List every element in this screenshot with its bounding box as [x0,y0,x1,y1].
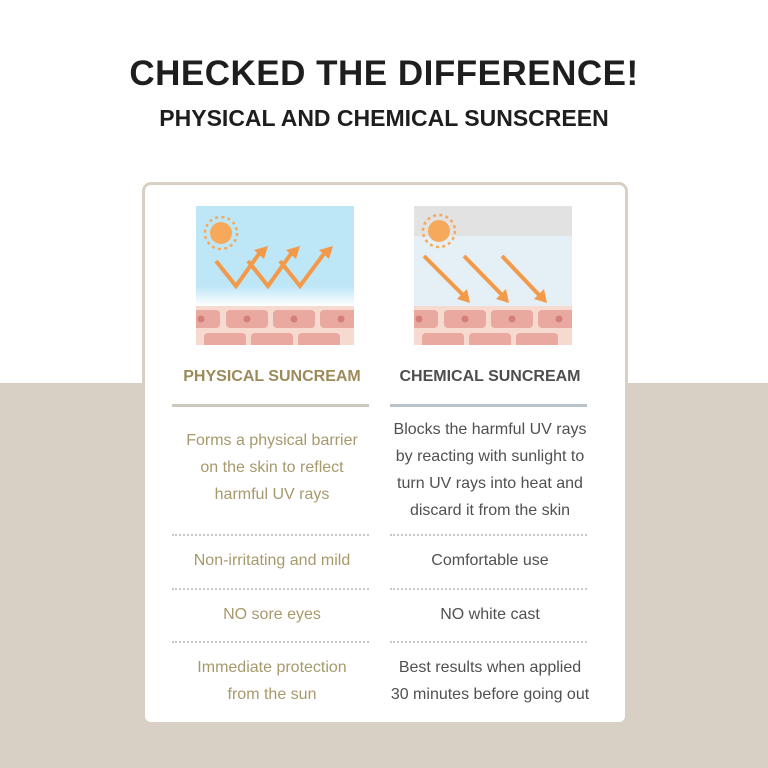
dotted-divider [172,588,369,590]
page-title: CHECKED THE DIFFERENCE! [129,54,639,93]
physical-row-2: NO sore eyes [223,606,321,623]
text-line: from the sun [227,686,317,703]
dotted-divider [390,641,587,643]
chemical-row-3: Best results when applied 30 minutes bef… [370,654,610,708]
page-subtitle: PHYSICAL AND CHEMICAL SUNSCREEN [159,105,609,131]
dotted-divider [390,588,587,590]
dotted-divider [390,534,587,536]
physical-description: Forms a physical barrier on the skin to … [162,427,382,508]
text-line: on the skin to reflect [200,459,344,476]
text-line: by reacting with sunlight to [395,448,585,465]
physical-row-1: Non-irritating and mild [193,552,351,569]
physical-row-3: Immediate protection from the sun [162,654,382,708]
text-line: harmful UV rays [214,486,330,503]
chemical-row-1: Comfortable use [431,552,549,569]
text-line: 30 minutes before going out [390,686,590,703]
physical-divider [172,404,369,407]
uv-reflect-icon [196,206,354,345]
chemical-row-2: NO white cast [440,606,540,623]
chemical-heading: CHEMICAL SUNCREAM [399,368,581,385]
dotted-divider [172,534,369,536]
text-line: Forms a physical barrier [186,432,358,449]
comparison-card: PHYSICAL SUNCREAM Forms a physical barri… [142,182,628,725]
dotted-divider [172,641,369,643]
text-line: Immediate protection [197,659,347,676]
physical-heading: PHYSICAL SUNCREAM [183,368,361,385]
text-line: Blocks the harmful UV rays [393,421,587,438]
text-line: Best results when applied [398,659,582,676]
text-line: turn UV rays into heat and [397,475,583,492]
chemical-divider [390,404,587,407]
uv-absorb-icon [414,206,572,345]
text-line: discard it from the skin [409,502,571,519]
chemical-description: Blocks the harmful UV rays by reacting w… [380,416,600,524]
